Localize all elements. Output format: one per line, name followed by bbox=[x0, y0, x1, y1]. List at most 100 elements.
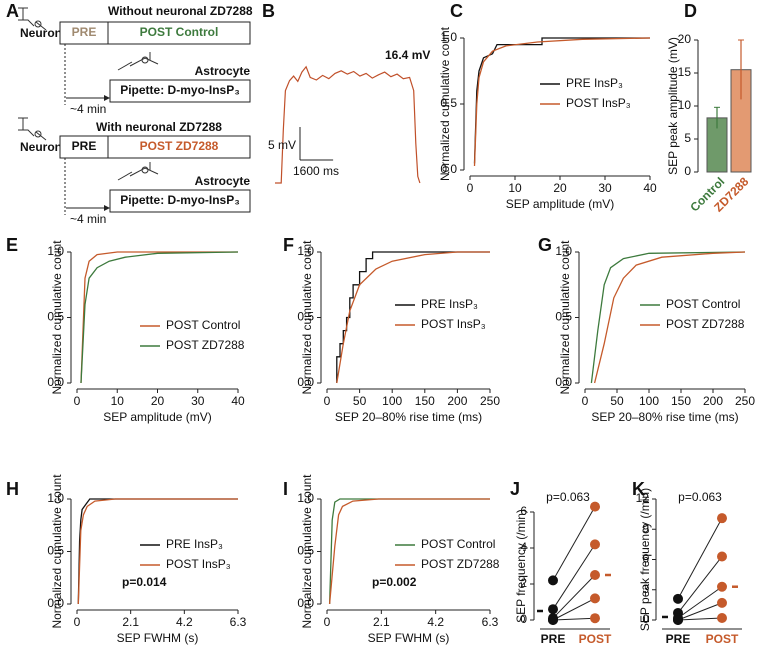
astrocyte-label: Astrocyte bbox=[195, 174, 251, 188]
x-tick-label: 40 bbox=[231, 394, 245, 408]
y-tick-label: 0.0 bbox=[47, 375, 64, 389]
trace bbox=[275, 65, 421, 184]
x-axis-label: SEP FWHM (s) bbox=[368, 631, 450, 645]
x-axis-label: SEP FWHM (s) bbox=[117, 631, 199, 645]
x-tick-label: 50 bbox=[610, 394, 624, 408]
x-tick-label: 0 bbox=[582, 394, 589, 408]
scale-label: 5 mV bbox=[268, 138, 296, 152]
panel-label: D bbox=[684, 1, 697, 21]
x-tick-label: 0 bbox=[74, 615, 81, 629]
panel-label: B bbox=[262, 1, 275, 21]
y-axis-label: SEP peak amplitude (mV) bbox=[666, 37, 680, 175]
y-tick-label: 1.0 bbox=[297, 244, 314, 258]
x-tick-label: 10 bbox=[111, 394, 125, 408]
x-tick-label: 20 bbox=[553, 181, 567, 195]
y-tick-label: 1.0 bbox=[440, 30, 457, 44]
pair-line bbox=[677, 617, 723, 621]
dot bbox=[548, 604, 558, 615]
dot bbox=[717, 513, 727, 524]
dot bbox=[673, 593, 683, 604]
pipette-box bbox=[109, 79, 251, 103]
pipette-box bbox=[109, 189, 251, 213]
y-tick-label: 0 bbox=[520, 612, 527, 626]
dot bbox=[590, 570, 600, 580]
x-tick-label: 0 bbox=[74, 394, 81, 408]
y-axis-label: SEP peak frequency (/min) bbox=[638, 488, 652, 631]
pre-label: PRE bbox=[72, 25, 97, 39]
pair-line bbox=[677, 517, 723, 600]
legend-label: POST ZD7288 bbox=[666, 317, 745, 331]
y-tick-label: 5 bbox=[684, 131, 691, 145]
panel-label: C bbox=[450, 1, 463, 21]
ecdf-line bbox=[77, 498, 238, 605]
legend-label: PRE InsP₃ bbox=[166, 537, 223, 551]
ecdf-line bbox=[77, 498, 238, 605]
y-tick-label: 0.0 bbox=[47, 596, 64, 610]
panel-label: K bbox=[632, 479, 645, 499]
peak-label: 16.4 mV bbox=[385, 48, 430, 62]
x-tick-label: 6.3 bbox=[230, 615, 247, 629]
legend-label: POST InsP₃ bbox=[566, 96, 631, 110]
x-tick-label: 2.1 bbox=[122, 615, 139, 629]
x-tick-label: 2.1 bbox=[373, 615, 390, 629]
y-tick-label: 0.5 bbox=[297, 544, 314, 558]
arrow-head bbox=[104, 205, 110, 211]
post-label: POST Control bbox=[140, 25, 219, 39]
x-tick-label: 50 bbox=[353, 394, 367, 408]
y-tick-label: 2 bbox=[520, 576, 527, 590]
p-value: p=0.014 bbox=[122, 575, 167, 589]
pair-line bbox=[677, 586, 723, 619]
x-tick-label: 250 bbox=[735, 394, 755, 408]
x-tick-label: PRE bbox=[666, 632, 691, 646]
block-title: Without neuronal ZD7288 bbox=[108, 4, 253, 18]
p-value: p=0.063 bbox=[678, 490, 722, 504]
x-axis-label: SEP 20–80% rise time (ms) bbox=[591, 410, 738, 424]
x-tick-label: 100 bbox=[382, 394, 402, 408]
dot bbox=[548, 615, 558, 625]
x-tick-label: POST bbox=[579, 632, 612, 646]
pipette-label: Pipette: D-myo-InsP₃ bbox=[120, 83, 240, 97]
pipette-label: Pipette: D-myo-InsP₃ bbox=[120, 193, 240, 207]
x-tick-label: 200 bbox=[447, 394, 467, 408]
x-tick-label: 100 bbox=[639, 394, 659, 408]
dot bbox=[590, 613, 600, 624]
y-axis-label: Normalized cumulative count bbox=[438, 26, 452, 181]
dot bbox=[717, 581, 727, 592]
y-tick-label: 0.5 bbox=[297, 310, 314, 324]
y-tick-label: 0.0 bbox=[297, 596, 314, 610]
p-value: p=0.002 bbox=[372, 575, 417, 589]
x-axis-label: SEP amplitude (mV) bbox=[506, 197, 615, 211]
ecdf-line bbox=[593, 251, 746, 384]
y-tick-label: 20 bbox=[678, 32, 692, 46]
y-tick-label: 15 bbox=[678, 65, 692, 79]
panel-label: J bbox=[510, 479, 520, 499]
astrocyte-label: Astrocyte bbox=[195, 64, 251, 78]
y-tick-label: 0.0 bbox=[555, 375, 572, 389]
x-tick-label: 20 bbox=[151, 394, 165, 408]
legend-label: POST Control bbox=[666, 297, 740, 311]
pair-line bbox=[552, 574, 596, 619]
dot bbox=[717, 612, 727, 623]
arrow-head bbox=[104, 95, 110, 101]
ecdf-line bbox=[80, 251, 238, 384]
panel-label: E bbox=[6, 235, 18, 255]
scale-label: 1600 ms bbox=[293, 164, 339, 178]
y-tick-label: 12 bbox=[636, 491, 650, 505]
cell-label: Neuron bbox=[20, 26, 62, 40]
dot bbox=[548, 575, 558, 586]
dot bbox=[673, 615, 683, 625]
y-tick-label: 10 bbox=[678, 98, 692, 112]
x-tick-label: 30 bbox=[598, 181, 612, 195]
pair-line bbox=[552, 617, 596, 621]
panel-label: H bbox=[6, 479, 19, 499]
y-axis-label: Normalized cumulative count bbox=[50, 240, 64, 395]
y-tick-label: 1.0 bbox=[47, 244, 64, 258]
neuron-icon bbox=[18, 7, 47, 31]
neuron-icon bbox=[18, 117, 47, 141]
ecdf-line bbox=[336, 251, 490, 383]
x-tick-label: 0 bbox=[324, 394, 331, 408]
x-tick-label: 40 bbox=[643, 181, 657, 195]
panel-label: G bbox=[538, 235, 552, 255]
x-tick-label: 10 bbox=[508, 181, 522, 195]
